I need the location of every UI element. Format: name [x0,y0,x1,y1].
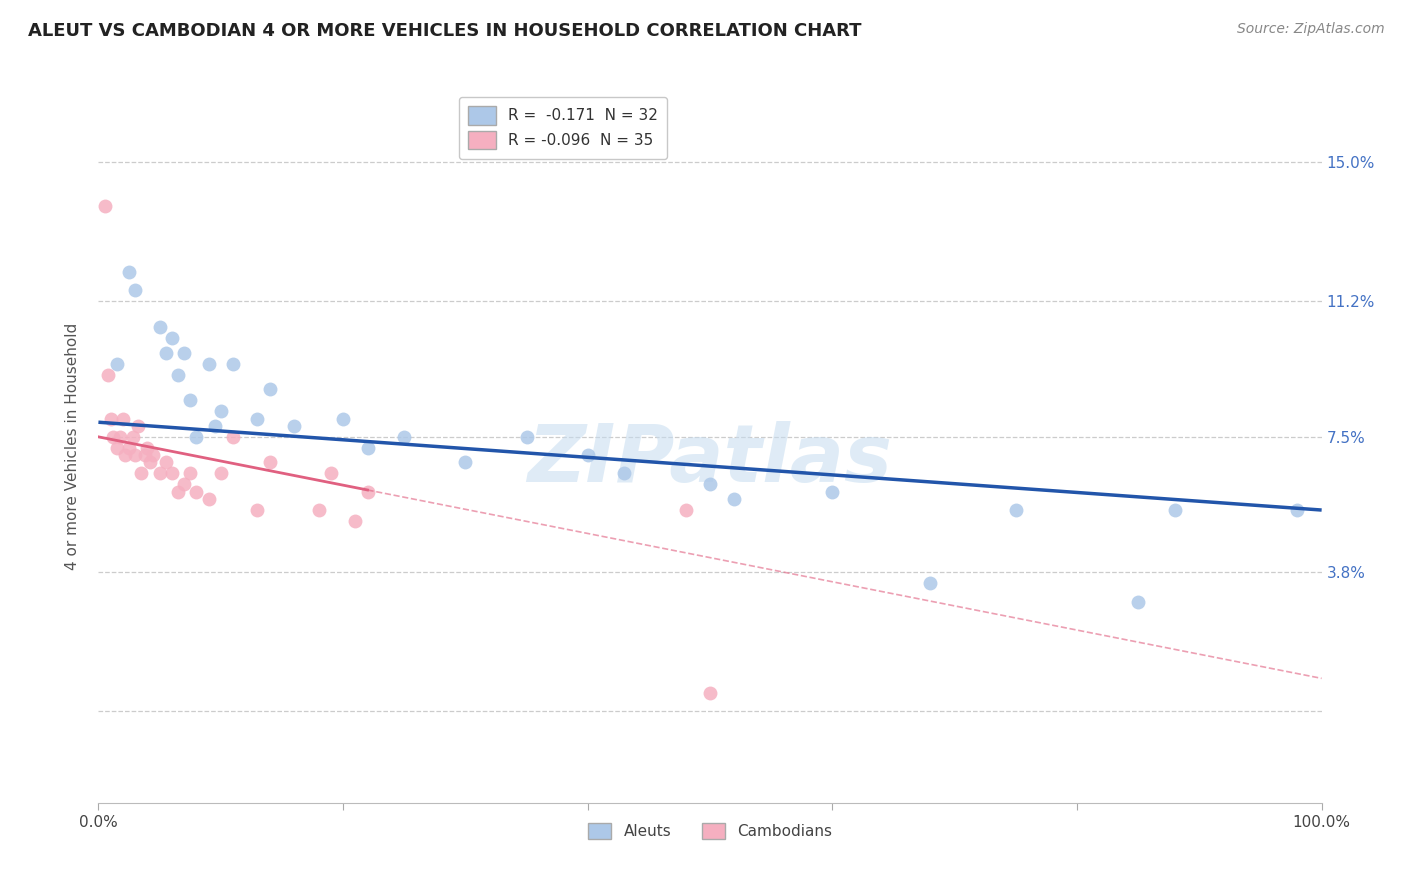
Point [121,430,143,444]
Point [105,441,128,455]
Point [129,467,152,481]
Point [319,467,342,481]
Point [246,411,269,425]
Point [127,418,149,433]
Point [118,265,141,279]
Point [613,467,636,481]
Point [179,393,201,408]
Point [197,491,219,506]
Point [124,448,146,462]
Point [344,514,367,528]
Point [222,357,245,371]
Point [100,411,122,425]
Point [160,467,183,481]
Point [1164,503,1187,517]
Text: Source: ZipAtlas.com: Source: ZipAtlas.com [1237,22,1385,37]
Point [97,368,120,382]
Point [821,484,844,499]
Point [392,430,416,444]
Point [167,484,190,499]
Point [134,448,156,462]
Point [209,467,232,481]
Point [118,441,141,455]
Point [179,467,201,481]
Point [186,484,208,499]
Point [516,430,538,444]
Point [139,455,162,469]
Point [149,320,172,334]
Text: ZIPatlas: ZIPatlas [527,421,893,500]
Point [149,467,172,481]
Point [332,411,354,425]
Text: ALEUT VS CAMBODIAN 4 OR MORE VEHICLES IN HOUSEHOLD CORRELATION CHART: ALEUT VS CAMBODIAN 4 OR MORE VEHICLES IN… [28,22,862,40]
Point [155,455,177,469]
Point [259,382,281,396]
Point [308,503,330,517]
Legend: Aleuts, Cambodians: Aleuts, Cambodians [582,817,838,845]
Point [1128,594,1150,608]
Point [173,477,195,491]
Point [93,199,115,213]
Point [1286,503,1309,517]
Point [699,477,721,491]
Point [246,503,269,517]
Point [283,418,305,433]
Point [675,503,697,517]
Point [142,448,165,462]
Point [124,284,146,298]
Point [155,345,177,359]
Point [111,411,134,425]
Point [723,491,745,506]
Point [110,430,132,444]
Point [209,404,232,418]
Point [167,368,190,382]
Point [356,441,378,455]
Point [101,430,124,444]
Y-axis label: 4 or more Vehicles in Household: 4 or more Vehicles in Household [65,322,80,570]
Point [259,455,281,469]
Point [114,448,136,462]
Point [173,345,195,359]
Point [356,484,378,499]
Point [920,576,942,591]
Point [222,430,245,444]
Point [576,448,599,462]
Point [1004,503,1026,517]
Point [105,357,128,371]
Point [186,430,208,444]
Point [197,357,219,371]
Point [136,441,159,455]
Point [160,331,183,345]
Point [699,686,721,700]
Point [204,418,226,433]
Point [454,455,477,469]
